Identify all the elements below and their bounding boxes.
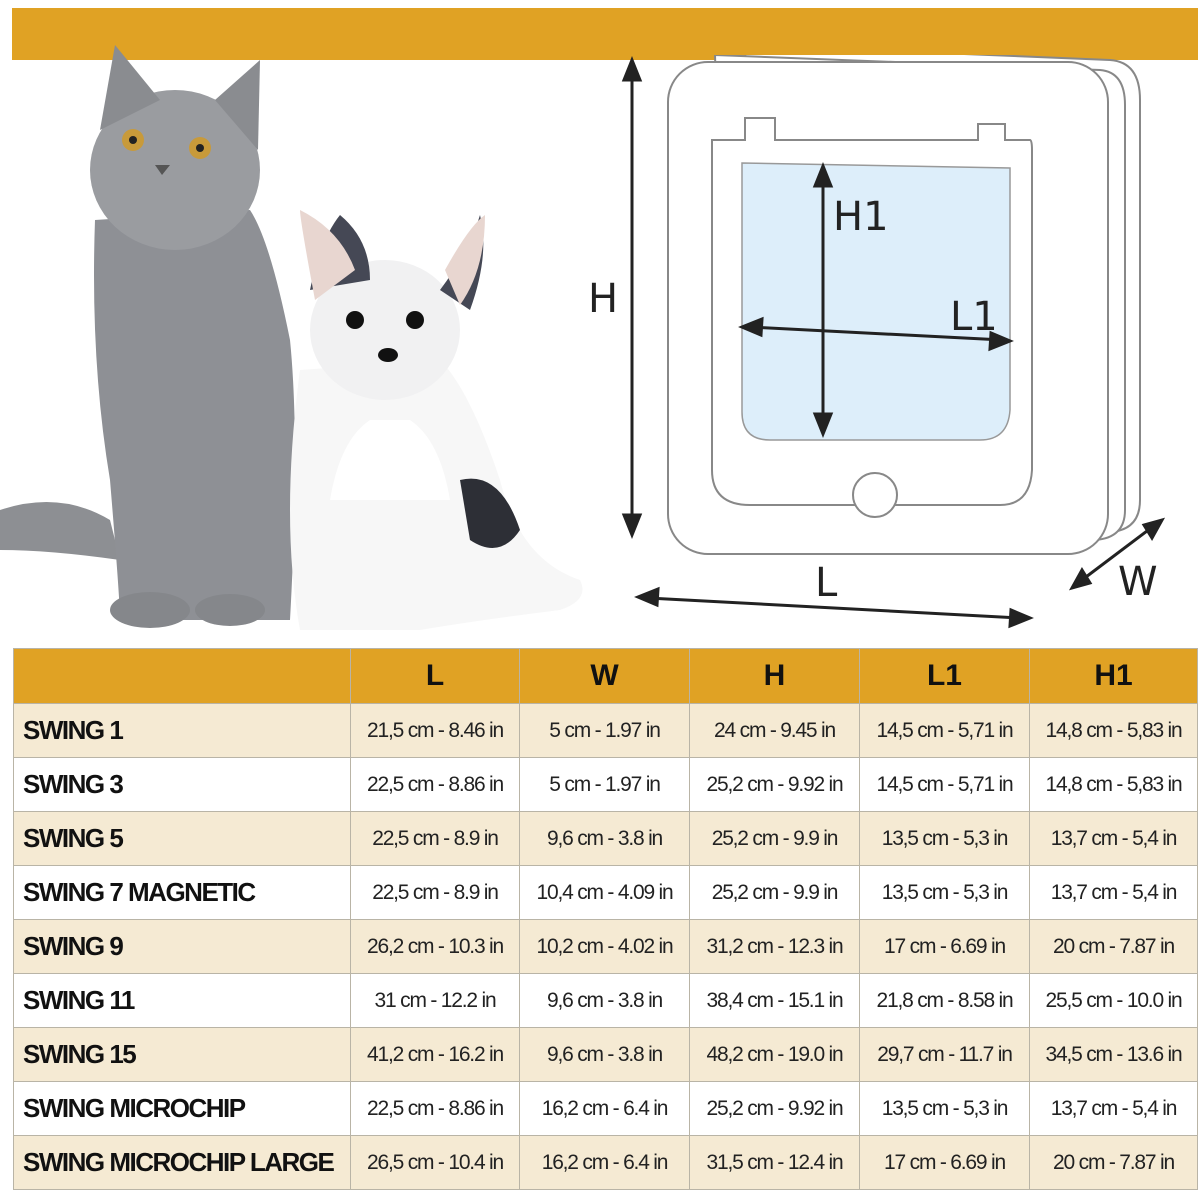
cell-h1: 20 cm - 7.87 in [1029,1135,1198,1190]
cell-w: 5 cm - 1.97 in [519,703,690,758]
cell-h1: 13,7 cm - 5,4 in [1029,865,1198,920]
cell-h: 25,2 cm - 9.9 in [689,865,860,920]
arrow-w [1077,523,1156,585]
cell-l1: 21,8 cm - 8.58 in [859,973,1030,1028]
cell-h: 31,2 cm - 12.3 in [689,919,860,974]
cell-h1: 13,7 cm - 5,4 in [1029,1081,1198,1136]
table-header-row: L W H L1 H1 [13,648,1198,704]
header-blank [13,648,351,704]
label-w: W [1118,559,1158,605]
header-h: H [689,648,860,704]
table-row: SWING 1 21,5 cm - 8.46 in 5 cm - 1.97 in 24… [13,703,1198,758]
cell-w: 9,6 cm - 3.8 in [519,973,690,1028]
model-name: SWING 9 [13,919,351,974]
cell-l1: 14,5 cm - 5,71 in [859,703,1030,758]
cell-w: 10,4 cm - 4.09 in [519,865,690,920]
model-name: SWING 5 [13,811,351,866]
cell-l: 22,5 cm - 8.9 in [350,865,520,920]
cell-w: 16,2 cm - 6.4 in [519,1081,690,1136]
cell-l1: 13,5 cm - 5,3 in [859,865,1030,920]
lock-knob [852,472,898,518]
header-l: L [350,648,520,704]
model-name: SWING 1 [13,703,351,758]
dog-illustration [290,210,583,630]
model-name: SWING MICROCHIP LARGE [13,1135,351,1190]
table-row: SWING MICROCHIP LARGE 26,5 cm - 10.4 in 16… [13,1135,1198,1190]
cell-l1: 29,7 cm - 11.7 in [859,1027,1030,1082]
cat-and-dog-photo [0,45,583,630]
cell-h: 31,5 cm - 12.4 in [689,1135,860,1190]
cell-h1: 14,8 cm - 5,83 in [1029,757,1198,812]
size-table: L W H L1 H1 SWING 1 21,5 cm - 8.46 in 5 cm… [13,648,1198,1190]
cell-w: 5 cm - 1.97 in [519,757,690,812]
cell-l: 41,2 cm - 16.2 in [350,1027,520,1082]
model-name: SWING 3 [13,757,351,812]
table-row: SWING 3 22,5 cm - 8.86 in 5 cm - 1.97 in 25… [13,757,1198,812]
top-banner-bar [12,8,1198,60]
pet-door-dimension-diagram: H H1 L1 L W [590,55,1166,629]
model-name: SWING 15 [13,1027,351,1082]
table-row: SWING 11 31 cm - 12.2 in 9,6 cm - 3.8 in 38… [13,973,1198,1028]
cell-w: 9,6 cm - 3.8 in [519,1027,690,1082]
header-h1: H1 [1029,648,1198,704]
cell-w: 16,2 cm - 6.4 in [519,1135,690,1190]
flap-window [741,162,1011,441]
table-row: SWING MICROCHIP 22,5 cm - 8.86 in 16,2 cm … [13,1081,1198,1136]
model-name: SWING 7 MAGNETIC [13,865,351,920]
cell-l: 22,5 cm - 8.86 in [350,1081,520,1136]
cell-l1: 17 cm - 6.69 in [859,919,1030,974]
cell-h: 25,2 cm - 9.9 in [689,811,860,866]
model-name: SWING 11 [13,973,351,1028]
table-row: SWING 5 22,5 cm - 8.9 in 9,6 cm - 3.8 in 25… [13,811,1198,866]
cell-l1: 17 cm - 6.69 in [859,1135,1030,1190]
cell-l: 31 cm - 12.2 in [350,973,520,1028]
cell-l: 22,5 cm - 8.9 in [350,811,520,866]
cell-w: 10,2 cm - 4.02 in [519,919,690,974]
label-h: H [590,276,618,322]
cell-h1: 25,5 cm - 10.0 in [1029,973,1198,1028]
label-l1: L1 [950,294,998,340]
cell-h1: 14,8 cm - 5,83 in [1029,703,1198,758]
cell-w: 9,6 cm - 3.8 in [519,811,690,866]
cell-l1: 13,5 cm - 5,3 in [859,1081,1030,1136]
cell-h1: 13,7 cm - 5,4 in [1029,811,1198,866]
cell-h: 24 cm - 9.45 in [689,703,860,758]
arrow-l1 [749,325,1004,342]
header-l1: L1 [859,648,1030,704]
label-h1: H1 [833,194,889,240]
label-l: L [815,560,838,606]
cell-l: 26,2 cm - 10.3 in [350,919,520,974]
table-row: SWING 15 41,2 cm - 16.2 in 9,6 cm - 3.8 in… [13,1027,1198,1082]
cell-h: 38,4 cm - 15.1 in [689,973,860,1028]
cell-l: 22,5 cm - 8.86 in [350,757,520,812]
model-name: SWING MICROCHIP [13,1081,351,1136]
cell-l: 21,5 cm - 8.46 in [350,703,520,758]
cell-h: 48,2 cm - 19.0 in [689,1027,860,1082]
cat-illustration [0,45,295,628]
arrow-l [647,596,1021,620]
header-w: W [519,648,690,704]
cell-h: 25,2 cm - 9.92 in [689,757,860,812]
cell-l1: 14,5 cm - 5,71 in [859,757,1030,812]
cell-h: 25,2 cm - 9.92 in [689,1081,860,1136]
cell-h1: 20 cm - 7.87 in [1029,919,1198,974]
table-row: SWING 7 MAGNETIC 22,5 cm - 8.9 in 10,4 cm … [13,865,1198,920]
cell-l: 26,5 cm - 10.4 in [350,1135,520,1190]
cell-l1: 13,5 cm - 5,3 in [859,811,1030,866]
cell-h1: 34,5 cm - 13.6 in [1029,1027,1198,1082]
table-row: SWING 9 26,2 cm - 10.3 in 10,2 cm - 4.02 i… [13,919,1198,974]
